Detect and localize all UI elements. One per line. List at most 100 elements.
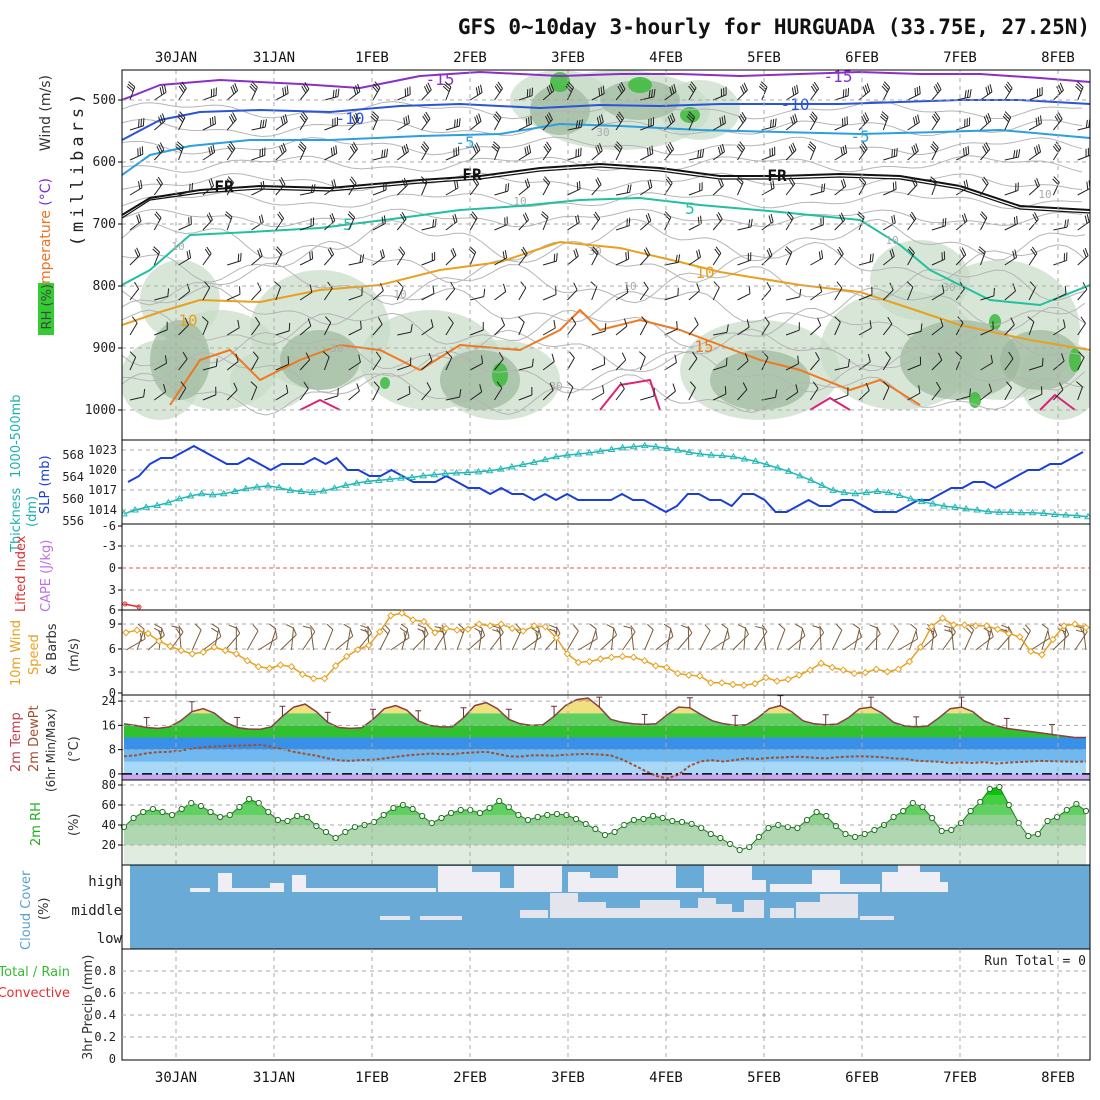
upper-wind-barb bbox=[669, 86, 673, 95]
wind-speed-line bbox=[125, 612, 1087, 687]
thickness-point bbox=[685, 448, 693, 455]
rh-point bbox=[582, 820, 589, 828]
rh-point bbox=[255, 799, 262, 807]
upper-wind-barb bbox=[742, 382, 748, 390]
upper-wind-barb bbox=[450, 249, 455, 258]
upper-wind-barb bbox=[191, 182, 194, 191]
rh-point bbox=[130, 814, 137, 822]
upper-wind-barb bbox=[497, 81, 503, 89]
thickness-point bbox=[308, 488, 317, 496]
upper-wind-barb bbox=[380, 282, 384, 291]
rh-point bbox=[688, 820, 695, 828]
bottom-date-label: 1FEB bbox=[355, 1070, 389, 1086]
thickness-point bbox=[873, 487, 882, 495]
upper-wind-barb bbox=[288, 322, 291, 331]
temperature-contour bbox=[122, 328, 1086, 372]
middle-cloud-block bbox=[732, 912, 744, 918]
upper-wind-barb bbox=[1004, 290, 1016, 301]
thickness-point bbox=[519, 460, 527, 468]
thickness-point bbox=[374, 476, 383, 483]
upper-wind-barb bbox=[882, 83, 889, 91]
thickness-point bbox=[1050, 510, 1059, 517]
upper-wind-barb bbox=[821, 250, 824, 259]
upper-wind-barb bbox=[882, 323, 893, 336]
upper-wind-barb bbox=[142, 117, 145, 126]
upper-wind-barb bbox=[403, 117, 406, 126]
axis-tick-label: 20 bbox=[102, 838, 116, 852]
temperature-axis-label-unit: (°C) bbox=[38, 178, 54, 206]
temp2m-label-3: (6hr Min/Max) bbox=[44, 709, 58, 793]
surface-wind-barb bbox=[812, 625, 821, 629]
surface-wind-barb bbox=[755, 625, 764, 629]
upper-wind-barb bbox=[275, 330, 290, 336]
upper-wind-barb bbox=[1003, 113, 1011, 120]
bottom-date-label: 8FEB bbox=[1041, 1070, 1075, 1086]
upper-wind-barb bbox=[276, 246, 283, 253]
upper-wind-barb bbox=[548, 112, 553, 120]
wind-speed-point bbox=[210, 643, 218, 651]
upper-wind-barb bbox=[494, 324, 505, 336]
upper-wind-barb bbox=[143, 388, 146, 397]
upper-wind-barb bbox=[687, 113, 694, 120]
axis-tick-label: 60 bbox=[102, 798, 116, 812]
upper-wind-barb bbox=[153, 246, 160, 253]
upper-wind-barb bbox=[862, 86, 867, 95]
upper-wind-barb bbox=[1052, 178, 1059, 185]
upper-wind-barb bbox=[907, 248, 914, 256]
upper-wind-barb bbox=[383, 149, 386, 158]
upper-wind-barb bbox=[915, 143, 919, 152]
upper-wind-barb bbox=[809, 387, 819, 401]
upper-wind-barb bbox=[669, 142, 675, 150]
upper-wind-barb bbox=[978, 248, 985, 255]
surface-wind-barb bbox=[876, 626, 881, 635]
thickness-point bbox=[1017, 508, 1026, 516]
upper-wind-barb bbox=[176, 143, 183, 150]
wind-speed-point bbox=[938, 614, 947, 622]
upper-wind-barb bbox=[930, 145, 937, 153]
thickness-point bbox=[474, 467, 483, 475]
wind-speed-point bbox=[254, 662, 263, 671]
upper-wind-barb bbox=[617, 85, 623, 94]
upper-wind-barb bbox=[602, 85, 605, 94]
upper-wind-barb bbox=[542, 361, 555, 371]
rh-point bbox=[409, 805, 416, 813]
upper-wind-barb bbox=[717, 212, 723, 220]
wind-speed-point bbox=[464, 625, 472, 633]
upper-wind-barb bbox=[980, 295, 995, 301]
upper-wind-barb bbox=[1008, 351, 1014, 359]
surface-wind-barb bbox=[572, 624, 579, 632]
upper-wind-barb bbox=[403, 177, 408, 186]
bottom-date-label: 7FEB bbox=[943, 1070, 977, 1086]
surface-wind-barb bbox=[842, 636, 862, 651]
rh-point bbox=[601, 831, 609, 839]
upper-wind-barb bbox=[420, 145, 427, 153]
upper-wind-barb bbox=[792, 115, 796, 124]
upper-wind-barb bbox=[159, 142, 165, 150]
upper-wind-barb bbox=[299, 325, 312, 336]
surface-wind-barb bbox=[417, 624, 426, 629]
upper-wind-barb bbox=[500, 317, 506, 326]
temp2m-axis-ticks: 0 8 16 24 bbox=[102, 694, 122, 781]
upper-wind-barb bbox=[528, 117, 530, 126]
temp2m-label-1: 2m Temp bbox=[9, 712, 24, 772]
upper-wind-barb bbox=[495, 111, 502, 118]
upper-wind-barb bbox=[382, 249, 385, 258]
surface-wind-barb bbox=[622, 631, 636, 651]
upper-wind-barb bbox=[493, 141, 500, 148]
rh-point bbox=[842, 830, 849, 838]
surface-wind-barb bbox=[268, 628, 277, 651]
thickness-point bbox=[131, 506, 139, 513]
upper-wind-barb bbox=[232, 112, 237, 120]
rh-point bbox=[727, 840, 734, 848]
axis-tick-label: 6 bbox=[109, 603, 116, 617]
surface-wind-barb bbox=[137, 623, 145, 630]
upper-wind-barb bbox=[300, 141, 307, 148]
surface-wind-barb bbox=[1007, 626, 1013, 634]
axis-tick-label: 700 bbox=[93, 217, 116, 232]
upper-wind-barb bbox=[202, 321, 209, 336]
upper-wind-barb bbox=[969, 89, 972, 98]
upper-wind-barb bbox=[1005, 83, 1012, 91]
high-cloud-block bbox=[618, 866, 676, 892]
thickness-point bbox=[286, 486, 295, 493]
upper-wind-barb bbox=[565, 85, 572, 93]
